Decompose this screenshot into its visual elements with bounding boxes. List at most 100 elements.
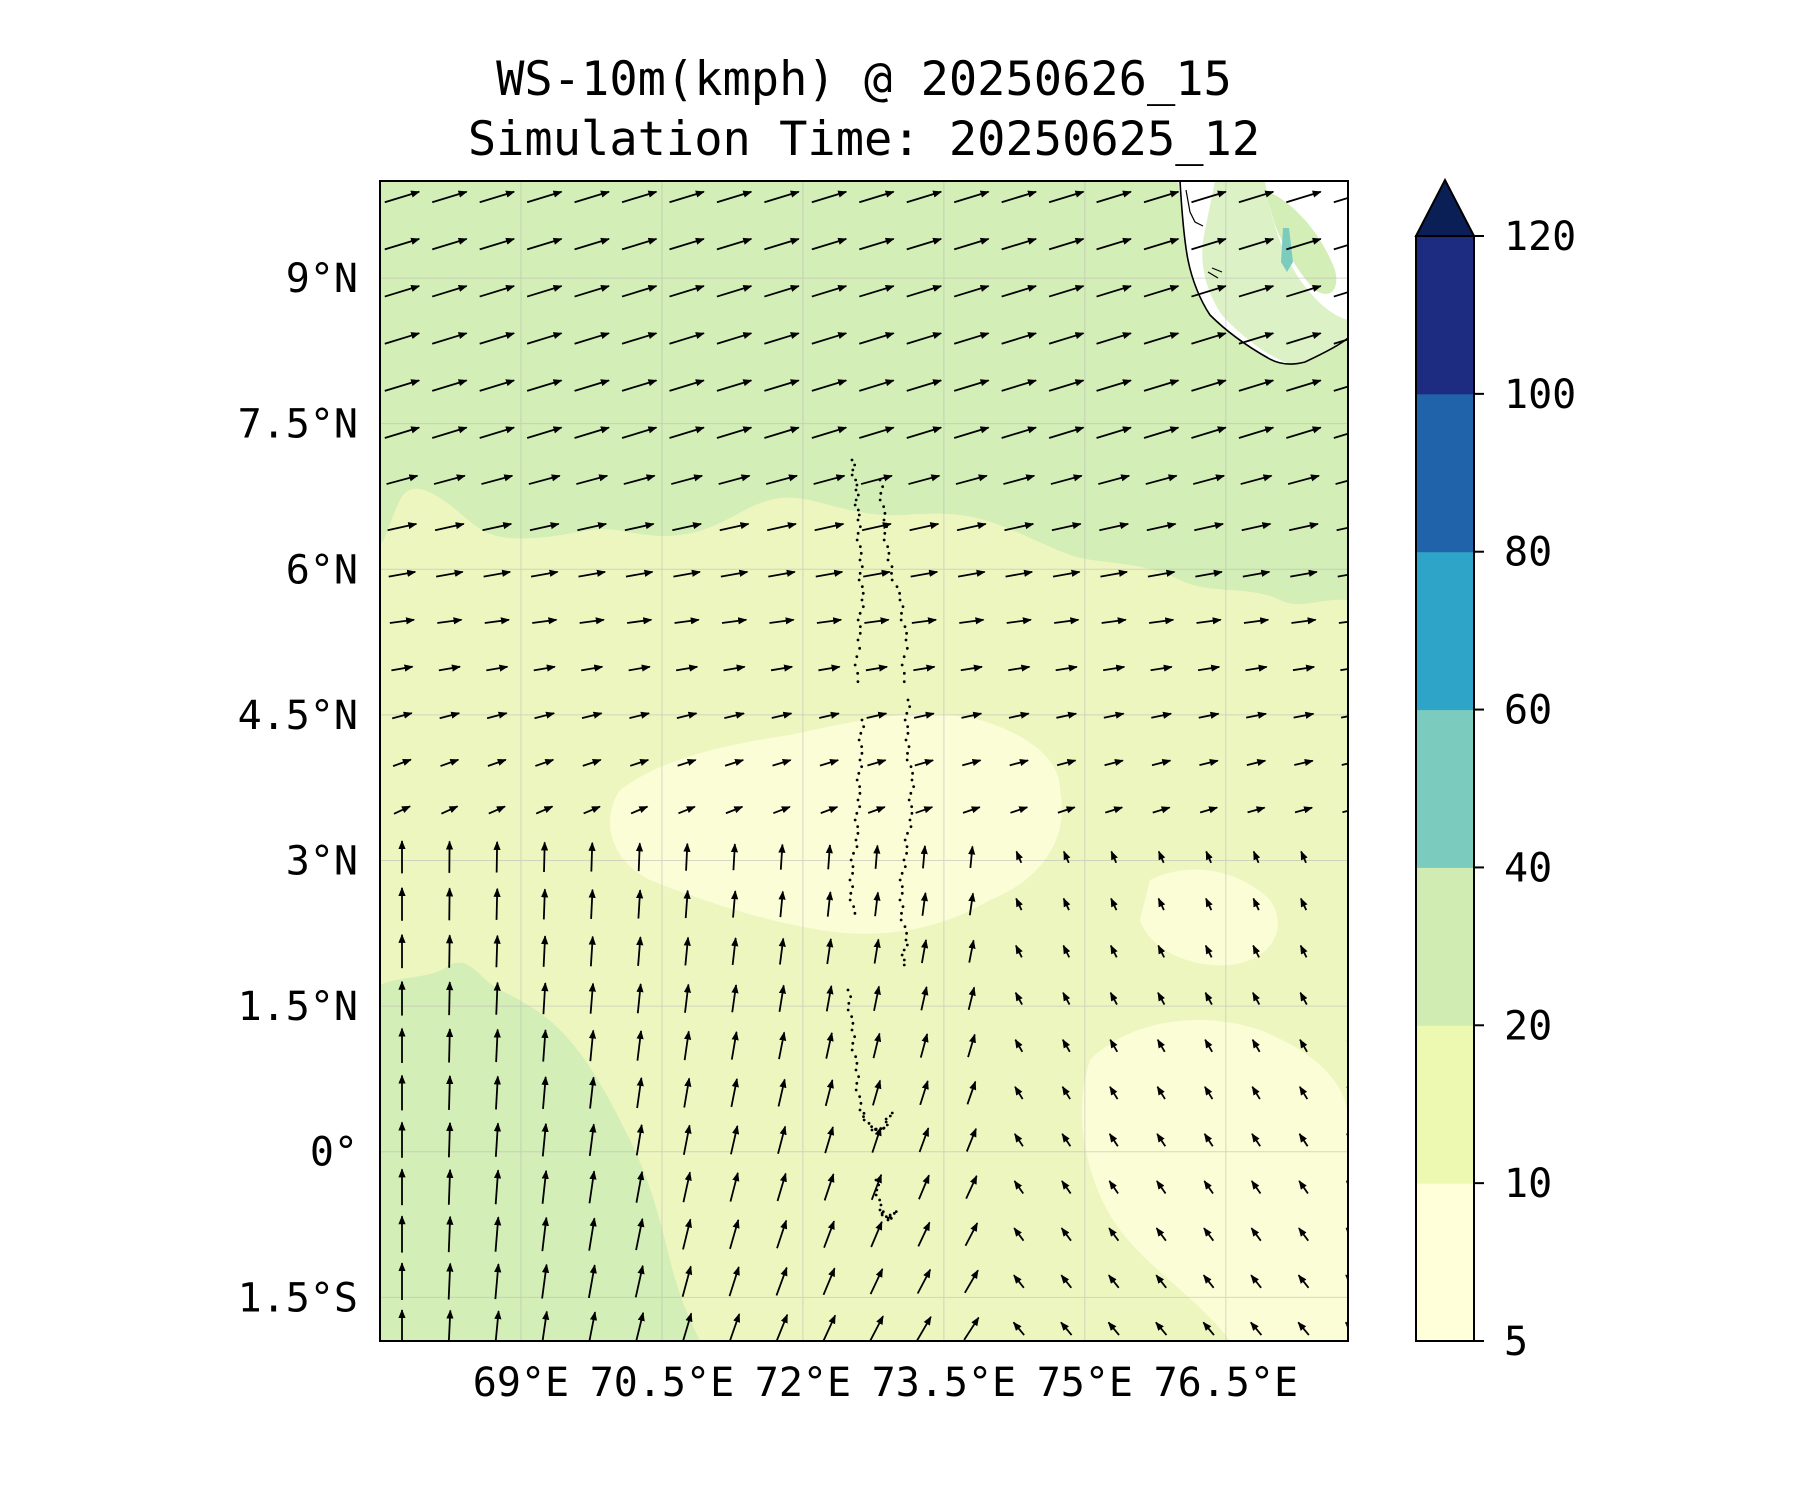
wind-arrow [669,426,705,439]
wind-arrow [1238,237,1275,251]
atoll-dot [858,791,862,795]
wind-arrow [1294,759,1314,767]
atoll-dot [886,1218,890,1222]
atoll-dot [886,558,890,562]
wind-arrow [484,617,510,625]
atoll-dot [856,671,860,675]
wind-arrow [1291,617,1317,625]
wind-arrow [1098,474,1131,485]
atoll-dot [855,811,859,815]
atoll-dot [858,1108,862,1112]
wind-arrow [1155,1227,1167,1242]
atoll-dot [854,1068,858,1072]
atoll-dot [905,851,908,855]
wind-arrow [1155,1321,1168,1336]
wind-arrow [1001,332,1037,345]
wind-arrow [1199,759,1219,767]
wind-arrow [1061,1180,1072,1195]
wind-arrow [1008,711,1030,719]
wind-arrow [1105,806,1124,814]
wind-arrow [959,617,985,625]
wind-arrow [440,758,460,767]
atoll-dot [851,865,855,869]
wind-arrow [953,237,990,251]
wind-arrow [1300,850,1308,864]
atoll-dot [853,818,857,822]
wind-arrow [716,284,753,298]
wind-arrow [1191,426,1227,439]
wind-arrow [729,1172,740,1202]
wind-arrow [683,936,691,966]
wind-arrow [1050,474,1083,485]
atoll-dot [856,493,860,497]
wind-arrow [629,758,650,767]
wind-arrow [921,939,929,964]
wind-arrow [669,332,705,345]
wind-arrow [530,569,559,578]
wind-arrow [624,522,655,532]
wind-arrow [1251,1133,1261,1147]
wind-arrow [526,426,563,439]
wind-arrow [635,1311,645,1341]
wind-arrow [636,889,644,919]
wind-arrow [1347,897,1348,908]
wind-arrow [493,887,501,920]
atoll-dot [911,771,914,775]
wind-arrow [623,474,656,485]
wind-arrow [1297,1274,1310,1289]
wind-arrow [479,426,515,439]
wind-arrow [1333,196,1348,204]
wind-arrow [675,664,699,672]
wind-arrow [1148,617,1175,625]
wind-arrow [859,284,895,298]
wind-arrow [625,569,654,578]
wind-arrow [439,711,461,720]
lon-tick-label: 69°E [473,1360,569,1406]
atoll-dot [850,1028,854,1032]
atoll-dot [856,638,860,642]
gridlines [380,181,1348,1341]
atoll-dot [878,498,882,502]
wind-arrow [673,569,701,578]
wind-arrow [1299,1086,1309,1100]
wind-arrow [953,332,990,345]
wind-arrow [822,1267,836,1296]
atoll-dot [894,1210,898,1214]
atoll-dot [854,1055,858,1059]
wind-arrow [681,1265,693,1297]
wind-arrow [1241,522,1272,532]
wind-arrow [730,1125,740,1155]
atoll-dot [907,798,911,802]
wind-arrow [873,938,881,964]
wind-arrow [1051,522,1082,532]
atoll-dot [902,948,906,952]
wind-arrow [1048,332,1085,345]
atoll-dot [858,646,862,650]
wind-arrow [431,379,468,392]
wind-arrow [1096,284,1132,298]
wind-arrow [819,759,840,767]
wind-arrow [1246,711,1267,719]
atoll-dot [905,931,908,935]
atoll-dot [884,1215,888,1219]
wind-arrow [635,1217,645,1251]
wind-arrow [636,1076,644,1109]
wind-arrow [1015,897,1023,911]
wind-arrow [541,982,549,1015]
wind-arrow [730,1078,739,1108]
wind-arrow [965,1175,978,1200]
wind-arrow [634,1264,645,1298]
wind-arrow [1056,711,1078,719]
wind-arrow [965,1127,977,1152]
wind-arrow [1157,850,1166,864]
wind-arrow [532,617,558,625]
wind-arrow [528,474,561,485]
wind-arrow [1107,1321,1120,1336]
wind-arrow [630,805,649,815]
wind-arrow [1243,617,1270,625]
wind-arrow [387,522,418,532]
wind-arrow [724,711,745,719]
wind-arrow [384,237,421,251]
wind-arrow [1099,522,1130,532]
atoll-dot [859,551,863,555]
